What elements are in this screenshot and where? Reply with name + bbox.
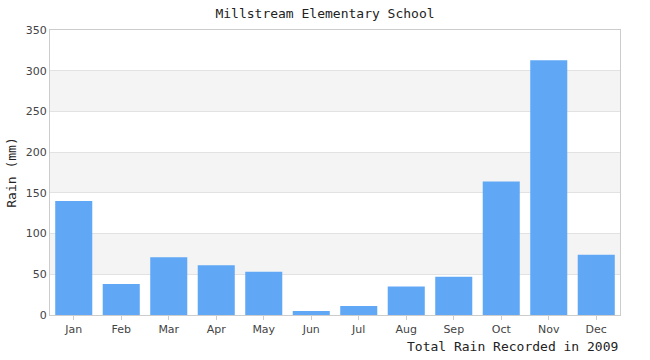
svg-text:100: 100 [26,227,47,240]
svg-text:May: May [252,323,275,336]
svg-text:Rain (mm): Rain (mm) [4,137,19,207]
svg-text:Dec: Dec [586,323,607,336]
svg-text:150: 150 [26,187,47,200]
svg-text:Jun: Jun [302,323,320,336]
svg-text:Millstream Elementary School: Millstream Elementary School [215,6,434,21]
svg-text:0: 0 [40,309,47,322]
svg-text:Aug: Aug [396,323,417,336]
svg-text:200: 200 [26,146,47,159]
svg-text:50: 50 [33,268,47,281]
svg-text:Jul: Jul [351,323,365,336]
svg-text:Oct: Oct [492,323,512,336]
svg-text:300: 300 [26,65,47,78]
svg-text:Sep: Sep [443,323,464,336]
svg-text:Total Rain Recorded in 2009: Total Rain Recorded in 2009 [407,339,618,354]
svg-text:Nov: Nov [538,323,560,336]
svg-text:Mar: Mar [158,323,179,336]
svg-text:Feb: Feb [112,323,131,336]
svg-text:Apr: Apr [207,323,227,336]
svg-text:Jan: Jan [64,323,82,336]
svg-text:250: 250 [26,105,47,118]
svg-text:350: 350 [26,24,47,37]
